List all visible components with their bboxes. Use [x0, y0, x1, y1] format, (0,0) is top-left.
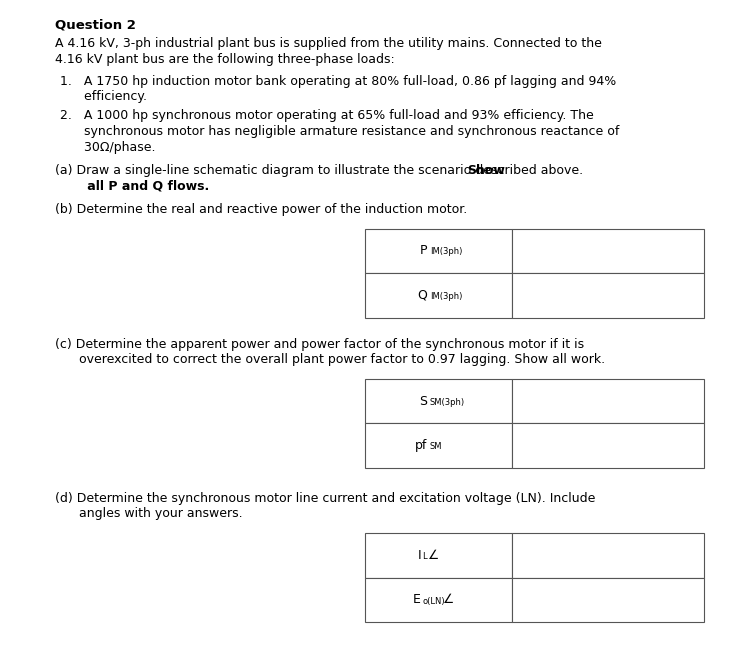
Text: overexcited to correct the overall plant power factor to 0.97 lagging. Show all : overexcited to correct the overall plant…: [55, 353, 605, 366]
Text: 2.   A 1000 hp synchronous motor operating at 65% full-load and 93% efficiency. : 2. A 1000 hp synchronous motor operating…: [60, 110, 594, 123]
Text: Question 2: Question 2: [55, 18, 136, 31]
Text: ∠: ∠: [443, 593, 454, 606]
Text: Show: Show: [468, 164, 505, 177]
Text: SM: SM: [430, 442, 442, 451]
Text: o(LN): o(LN): [422, 597, 445, 606]
Bar: [512, 228, 704, 273]
Text: Q: Q: [417, 289, 427, 302]
Text: (d) Determine the synchronous motor line current and excitation voltage (LN). In: (d) Determine the synchronous motor line…: [55, 492, 596, 505]
Bar: [512, 577, 704, 622]
Text: all P and Q flows.: all P and Q flows.: [61, 180, 209, 192]
Text: IM(3ph): IM(3ph): [430, 247, 462, 256]
Text: 1.   A 1750 hp induction motor bank operating at 80% full-load, 0.86 pf lagging : 1. A 1750 hp induction motor bank operat…: [60, 75, 616, 87]
Bar: [365, 379, 512, 423]
Text: (b) Determine the real and reactive power of the induction motor.: (b) Determine the real and reactive powe…: [55, 203, 468, 216]
Text: (c) Determine the apparent power and power factor of the synchronous motor if it: (c) Determine the apparent power and pow…: [55, 338, 584, 351]
Bar: [365, 533, 512, 577]
Text: 4.16 kV plant bus are the following three-phase loads:: 4.16 kV plant bus are the following thre…: [55, 53, 395, 66]
Text: P: P: [419, 244, 427, 257]
Bar: [512, 423, 704, 468]
Text: synchronous motor has negligible armature resistance and synchronous reactance o: synchronous motor has negligible armatur…: [60, 125, 620, 138]
Text: I: I: [417, 548, 421, 562]
Text: 30Ω/phase.: 30Ω/phase.: [60, 140, 156, 154]
Text: (a) Draw a single-line schematic diagram to illustrate the scenario described ab: (a) Draw a single-line schematic diagram…: [55, 164, 587, 177]
Bar: [365, 577, 512, 622]
Text: E: E: [413, 593, 421, 606]
Bar: [365, 423, 512, 468]
Text: ∠: ∠: [428, 548, 439, 562]
Text: S: S: [419, 394, 427, 407]
Bar: [512, 273, 704, 318]
Bar: [512, 533, 704, 577]
Text: IM(3ph): IM(3ph): [430, 292, 462, 301]
Text: A 4.16 kV, 3-ph industrial plant bus is supplied from the utility mains. Connect: A 4.16 kV, 3-ph industrial plant bus is …: [55, 37, 602, 51]
Text: efficiency.: efficiency.: [60, 90, 147, 103]
Text: SM(3ph): SM(3ph): [430, 398, 465, 407]
Bar: [512, 379, 704, 423]
Bar: [365, 273, 512, 318]
Bar: [365, 228, 512, 273]
Text: L: L: [422, 552, 427, 562]
Text: pf: pf: [414, 439, 427, 452]
Text: angles with your answers.: angles with your answers.: [55, 508, 242, 520]
